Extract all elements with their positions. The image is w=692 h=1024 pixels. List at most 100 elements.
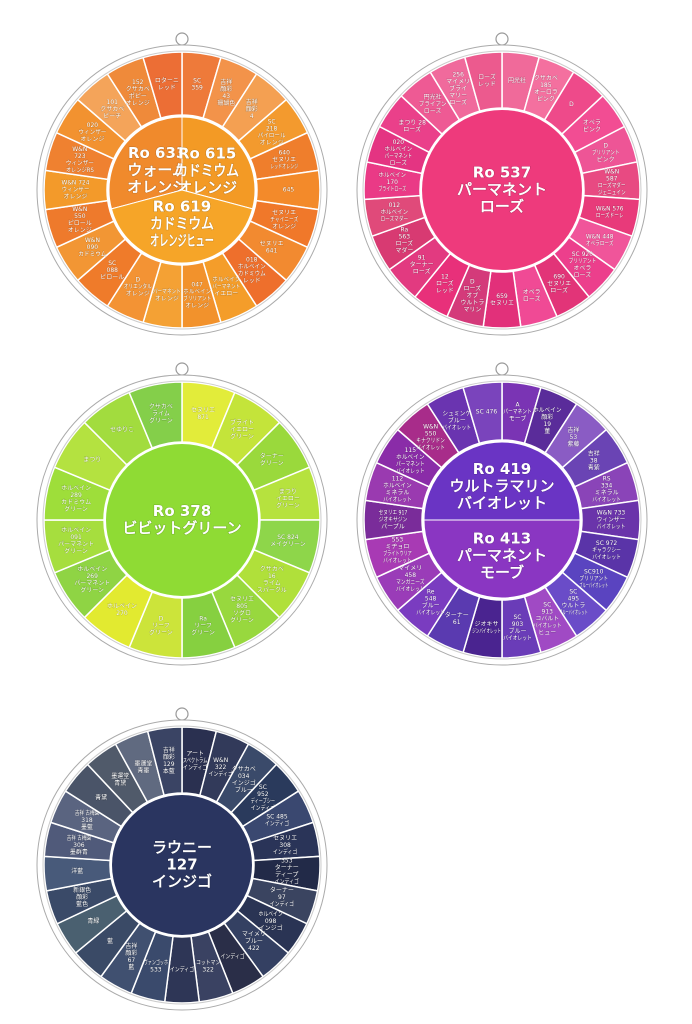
- wheel-rim: [42, 725, 322, 1005]
- swatch-label: Ra: [400, 227, 408, 234]
- swatch-label: 吉祥: [125, 942, 137, 950]
- swatch-label: 047: [191, 281, 203, 288]
- swatch-label: 61: [453, 619, 461, 626]
- swatch-label: W&N 733: [597, 510, 626, 517]
- swatch-label: ウィンザー: [62, 186, 90, 194]
- swatch-label: チャイニーズ: [270, 216, 298, 224]
- hanger-ring: [175, 707, 189, 721]
- swatch-label: セヌリエ: [547, 280, 571, 287]
- color-wheel: 円光社 クサカベ185オーロラピンクDオペラピンクDブリリアントピンクW&N587…: [356, 32, 648, 336]
- swatch-label: パーマネント: [212, 283, 240, 290]
- swatch-label: マンガニーズ: [396, 578, 425, 586]
- swatch-label: 289: [70, 492, 82, 499]
- swatch-label: ブリリアント: [183, 294, 211, 302]
- swatch-label: ローズ: [413, 268, 431, 276]
- swatch-label: 548: [425, 595, 437, 602]
- swatch-label: 藍色: [76, 900, 88, 908]
- paint-swatch: [128, 381, 183, 449]
- swatch-label: ローズ: [550, 286, 568, 294]
- swatch-label: グリーン: [64, 547, 88, 555]
- swatch-label: SC: [543, 602, 551, 609]
- swatch-label: バイオレット: [383, 558, 412, 565]
- swatch-label: 青紫: [588, 464, 600, 472]
- swatch-label: 903: [512, 621, 524, 628]
- swatch-label: ブリリアント: [569, 257, 597, 265]
- center-swatch: [181, 116, 256, 210]
- swatch-label: パーマネント: [385, 153, 413, 160]
- swatch-label: キナクリドン: [416, 438, 445, 445]
- swatch-label: ローズ: [389, 159, 407, 167]
- swatch-label: 藍: [128, 963, 134, 971]
- swatch-label: ホルベイン: [61, 527, 91, 534]
- swatch-label: パーマネント: [396, 461, 425, 468]
- swatch-label: ブルー: [422, 601, 440, 609]
- swatch-label: W&N: [604, 168, 619, 175]
- swatch-label: 顔彩: [220, 85, 232, 93]
- center-swatch: [106, 444, 258, 596]
- hanger-ring: [495, 362, 509, 376]
- center-label: ウルトラマリン: [449, 477, 554, 495]
- swatch-label: 185: [540, 82, 552, 89]
- swatch-label: 533: [150, 967, 162, 974]
- swatch-label: レッド: [478, 81, 496, 88]
- swatch-label: イエロー: [230, 427, 254, 434]
- swatch-label: カドミウム: [238, 269, 266, 277]
- swatch-label: W&N: [85, 237, 100, 244]
- center-label: ラウニー: [152, 839, 212, 857]
- swatch-label: ターナー: [445, 611, 469, 619]
- swatch-label: メイグリーン: [270, 540, 306, 548]
- swatch-label: D: [135, 276, 140, 283]
- swatch-label: 018: [246, 256, 258, 263]
- swatch-label: ポピー: [129, 92, 147, 100]
- swatch-label: インディゴ: [265, 819, 289, 827]
- swatch-label: ウィンザー: [78, 128, 106, 136]
- swatch-label: SC 476: [476, 409, 498, 416]
- swatch-label: ターナー: [270, 886, 294, 894]
- swatch-label: 吉祥: [246, 98, 258, 106]
- swatch-label: オレンジ: [272, 224, 296, 231]
- swatch-label: インディゴ: [270, 900, 294, 908]
- swatch-label: ミヂョロ: [385, 544, 409, 551]
- swatch-label: インディゴ: [183, 763, 207, 771]
- paint-swatch: [142, 51, 183, 119]
- paint-swatch: [463, 51, 503, 112]
- swatch-label: 952: [257, 791, 269, 798]
- swatch-label: クサカベ: [260, 566, 284, 573]
- swatch-label: 690: [553, 273, 565, 280]
- swatch-label: ウィンザー: [597, 516, 626, 524]
- wheel-rim: [42, 50, 322, 330]
- swatch-label: ブルー: [509, 627, 527, 635]
- swatch-label: ホルベイン: [533, 407, 562, 414]
- swatch-label: 洋藍: [71, 867, 83, 875]
- swatch-label: 顔彩: [125, 949, 137, 957]
- swatch-label: ピンク: [597, 157, 615, 164]
- swatch-label: スパークル: [257, 587, 287, 594]
- swatch-label: W&N: [72, 146, 87, 153]
- swatch-label: ローズ: [395, 240, 413, 248]
- swatch-label: 012: [389, 202, 401, 209]
- swatch-label: SC 920: [572, 251, 594, 258]
- swatch-label: 645: [283, 187, 295, 194]
- swatch-label: 顔彩: [76, 893, 88, 901]
- swatch-label: オレンジ: [126, 290, 150, 297]
- swatch-label: W&N: [72, 206, 87, 213]
- center-swatch: [423, 519, 581, 599]
- swatch-label: グリーン: [80, 586, 104, 594]
- swatch-label: ホルベイン: [259, 911, 283, 918]
- swatch-label: SC: [268, 118, 276, 125]
- swatch-label: グリーン: [260, 459, 284, 467]
- swatch-label: セヌリエ: [272, 156, 296, 163]
- swatch-label: ピンク: [537, 96, 555, 103]
- swatch-label: 珊瑚色: [217, 99, 235, 107]
- swatch-label: ピロール: [68, 220, 92, 227]
- swatch-label: ミネラル: [385, 489, 409, 496]
- swatch-label: オレンジ: [185, 302, 209, 309]
- swatch-label: 553: [392, 537, 404, 544]
- swatch-label: 67: [128, 957, 136, 964]
- swatch-label: オレンジ: [155, 295, 179, 302]
- swatch-label: 563: [399, 234, 411, 241]
- center-label: 127: [166, 856, 197, 874]
- swatch-label: イエロー: [214, 290, 238, 297]
- swatch-label: 913: [542, 609, 554, 616]
